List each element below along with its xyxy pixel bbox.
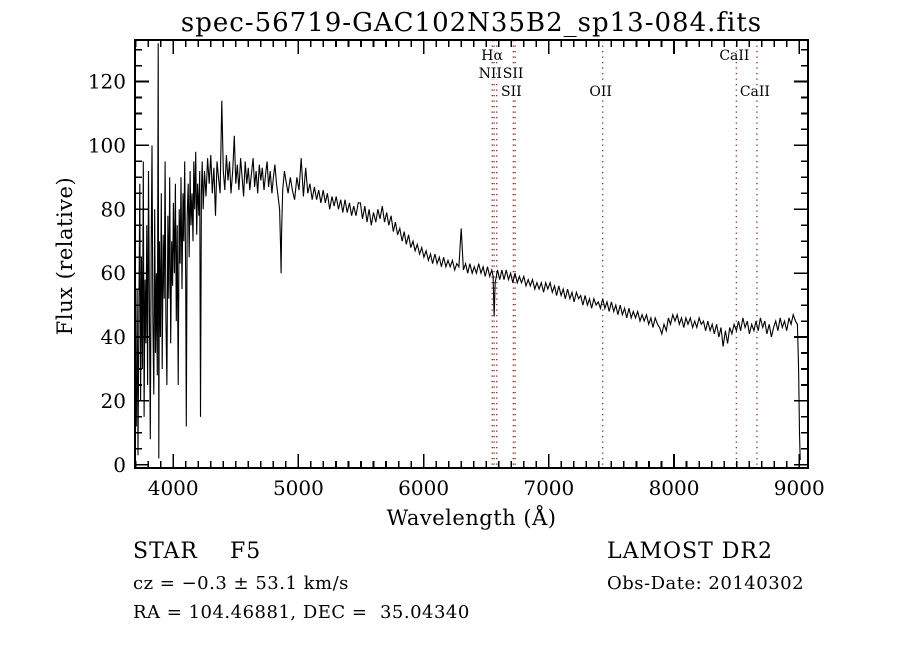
radial-velocity-label: cz = −0.3 ± 53.1 km/s: [133, 573, 349, 594]
spectral-line-label: SII: [501, 84, 522, 100]
y-tick-label: 60: [101, 261, 126, 285]
x-axis-title: Wavelength (Å): [386, 506, 557, 530]
y-tick-label: 120: [88, 70, 126, 94]
y-tick-label: 100: [88, 133, 126, 157]
ra-dec-label: RA = 104.46881, DEC = 35.04340: [133, 602, 470, 623]
y-tick-label: 40: [101, 325, 126, 349]
survey-release-label: LAMOST DR2: [607, 539, 773, 564]
plot-frame: [134, 39, 809, 469]
x-tick-label: 5000: [273, 476, 324, 500]
y-axis-title: Flux (relative): [53, 176, 77, 336]
x-tick-label: 8000: [649, 476, 700, 500]
x-tick-label: 6000: [398, 476, 449, 500]
spectral-line-label: NII: [479, 66, 502, 82]
spectrum-trace: [136, 43, 801, 461]
x-tick-label: 9000: [774, 476, 825, 500]
spectral-line-label: SII: [503, 66, 524, 82]
object-classification-label: STAR F5: [133, 539, 262, 564]
x-tick-label: 4000: [148, 476, 199, 500]
y-tick-label: 0: [113, 453, 126, 477]
spectral-line-label: CaII: [740, 84, 770, 100]
spectral-line-label: Hα: [481, 48, 503, 64]
y-tick-label: 20: [101, 389, 126, 413]
y-tick-label: 80: [101, 197, 126, 221]
x-tick-label: 7000: [523, 476, 574, 500]
spectral-line-label: CaII: [719, 48, 749, 64]
obs-date-label: Obs-Date: 20140302: [607, 573, 805, 594]
spectral-line-label: OII: [589, 84, 612, 100]
plot-title: spec-56719-GAC102N35B2_sp13-084.fits: [180, 8, 763, 38]
